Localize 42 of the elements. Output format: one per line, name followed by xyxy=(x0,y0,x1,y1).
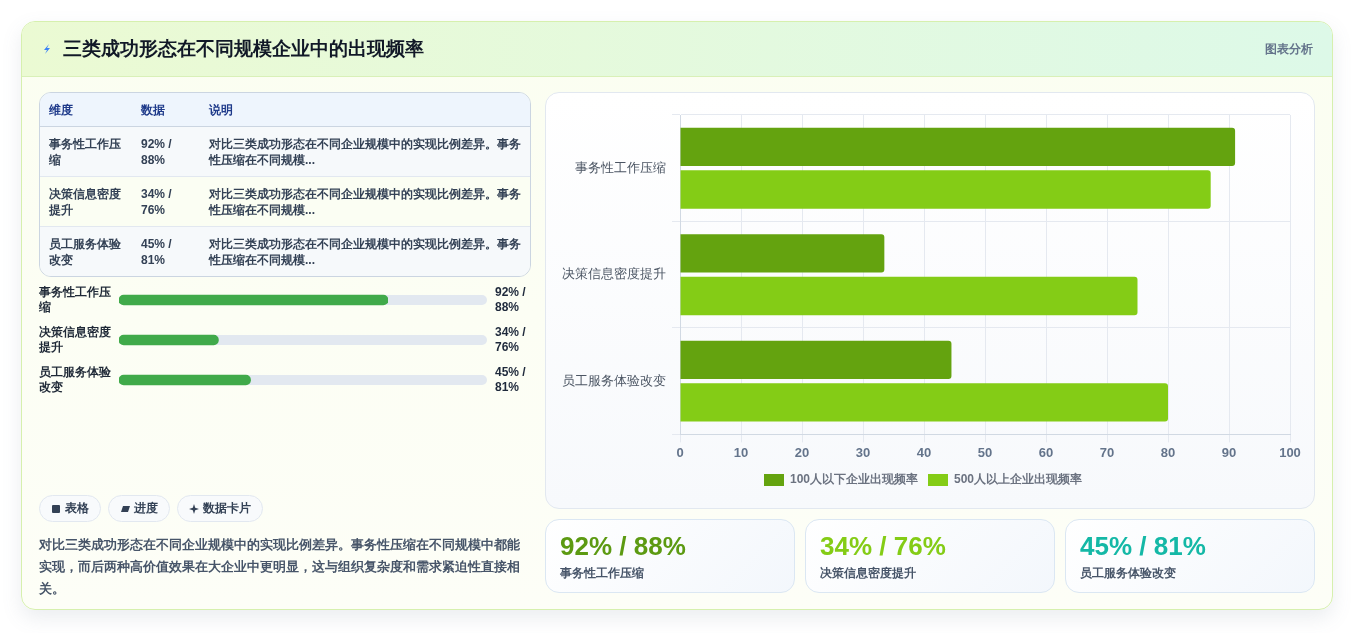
text: 表格 xyxy=(65,500,89,517)
x-tick-label: 40 xyxy=(916,444,932,460)
text: 34% / 76% xyxy=(132,176,200,227)
text: 92% / 88% xyxy=(132,126,200,177)
text: 决策信息密度提升 xyxy=(820,565,916,581)
x-tick-label: 20 xyxy=(794,444,810,460)
x-tick-label: 60 xyxy=(1038,444,1054,460)
text: 对比三类成功形态在不同企业规模中的实现比例差异。事务性压缩在不同规模... xyxy=(200,226,530,276)
legend-label: 100人以下企业出现频率 xyxy=(789,472,919,487)
text: 34% / 76% xyxy=(820,531,946,561)
text: 对比三类成功形态在不同企业规模中的实现比例差异。事务性压缩在不同规模中都能实现，而后两种高价值效果在大企业中更明显，这与组织复杂度和需求紧迫性直接相关。 xyxy=(39,536,521,598)
x-tick-label: 70 xyxy=(1099,444,1115,460)
text: 92% / 88% xyxy=(560,531,686,561)
x-tick-label: 50 xyxy=(977,444,993,460)
legend-label: 500人以上企业出现频率 xyxy=(954,472,1083,487)
y-tick-label: 决策信息密度提升 xyxy=(562,266,666,282)
x-tick-label: 80 xyxy=(1160,444,1176,460)
text: 45% / 81% xyxy=(1080,531,1206,561)
y-tick-label: 事务性工作压缩 xyxy=(575,159,666,175)
data-label: 45% / 81% xyxy=(495,364,527,396)
y-tick-label: 员工服务体验改变 xyxy=(39,364,112,396)
text: 数据卡片 xyxy=(203,500,251,517)
text: 说明 xyxy=(200,93,530,127)
text: 维度 xyxy=(40,93,132,127)
y-tick-label: 决策信息密度提升 xyxy=(39,324,112,356)
text: 图表分析 xyxy=(1265,41,1313,57)
data-label: 92% / 88% xyxy=(495,284,527,316)
y-tick-label: 事务性工作压缩 xyxy=(39,284,112,316)
text: 45% / 81% xyxy=(132,226,200,276)
text: 数据 xyxy=(132,93,200,127)
text: 三类成功形态在不同规模企业中的出现频率 xyxy=(63,37,424,61)
x-tick-label: 10 xyxy=(733,444,749,460)
x-tick-label: 90 xyxy=(1221,444,1237,460)
x-tick-label: 0 xyxy=(676,444,684,460)
data-label: 34% / 76% xyxy=(495,324,527,356)
text: 对比三类成功形态在不同企业规模中的实现比例差异。事务性压缩在不同规模... xyxy=(200,176,530,227)
text: 对比三类成功形态在不同企业规模中的实现比例差异。事务性压缩在不同规模... xyxy=(200,126,530,177)
y-tick-label: 员工服务体验改变 xyxy=(562,372,666,388)
x-tick-label: 100 xyxy=(1279,444,1301,460)
x-tick-label: 30 xyxy=(855,444,871,460)
text: 进度 xyxy=(134,500,158,517)
text: 员工服务体验改变 xyxy=(1080,565,1176,581)
